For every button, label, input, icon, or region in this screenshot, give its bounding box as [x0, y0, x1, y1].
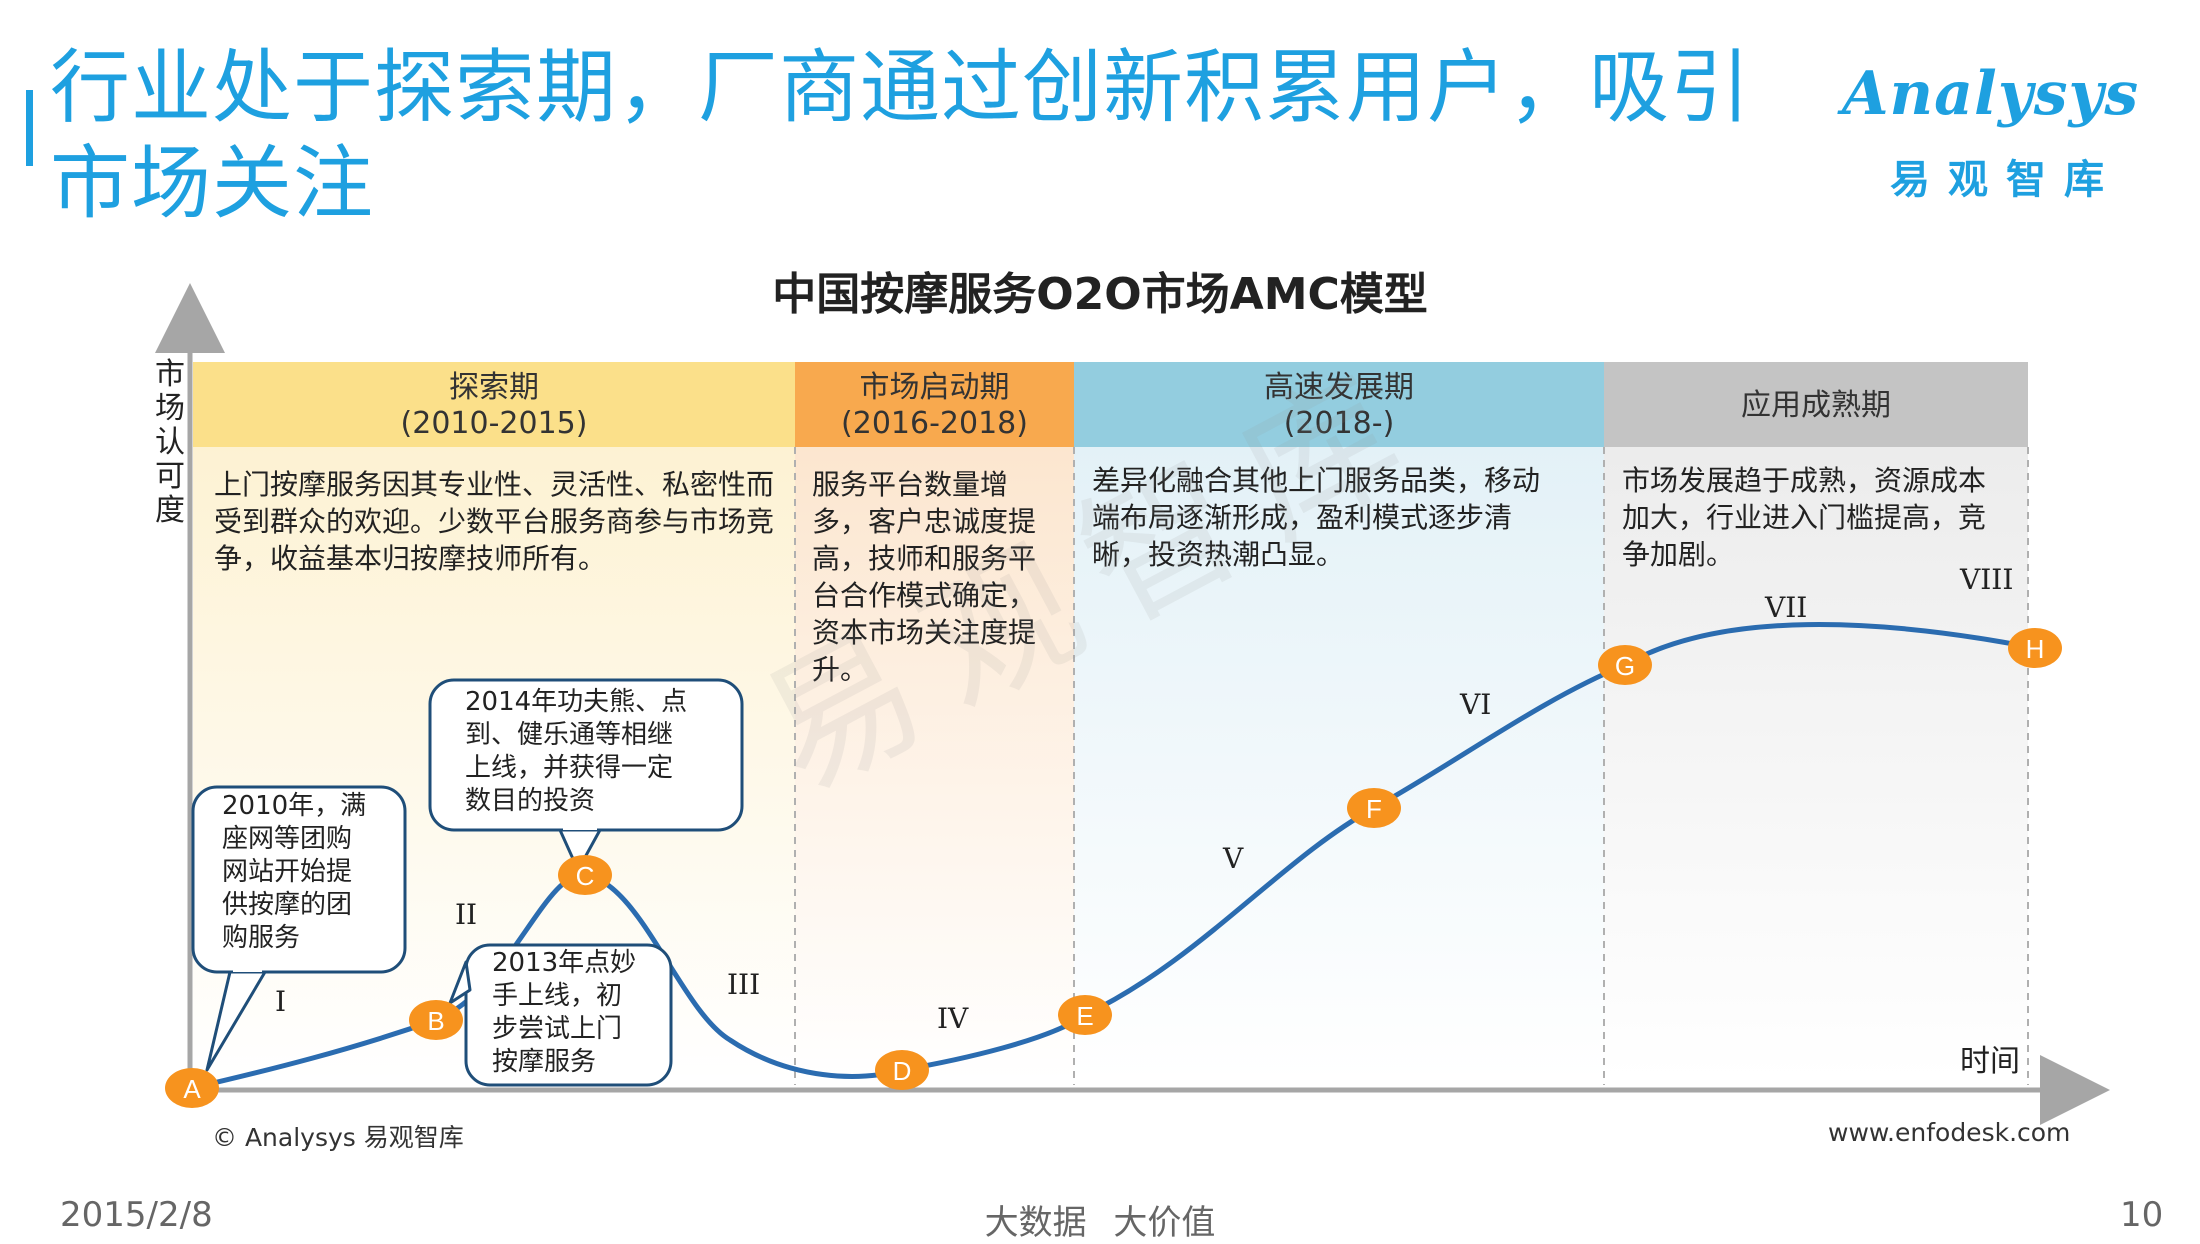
point-label: C [576, 861, 595, 891]
phase-name: 探索期 [449, 370, 539, 405]
website-link[interactable]: www.enfodesk.com [1828, 1118, 2071, 1147]
phase-label-mature: 应用成熟期 [1604, 388, 2028, 424]
phase-label-explore: 探索期 (2010-2015) [193, 370, 795, 442]
logo-chinese: 易观智库 [1890, 157, 2122, 203]
phase-bg-launch [795, 447, 1074, 1080]
x-axis-label: 时间 [1960, 1044, 2020, 1079]
point-label: H [2026, 634, 2045, 664]
point-label: D [893, 1056, 912, 1086]
diagram-title: 中国按摩服务O2O市场AMC模型 [772, 269, 1428, 320]
callout-box-2013 [464, 943, 673, 1087]
phase-bg-mature [1604, 447, 2028, 1080]
title-accent-bar [26, 90, 33, 166]
phase-label-launch: 市场启动期 (2016-2018) [795, 370, 1074, 442]
brand-logo: Analysys 易观智库 [1830, 55, 2160, 205]
point-label: F [1366, 794, 1382, 824]
point-marker [1347, 788, 1401, 828]
curve-point-a: A [165, 1068, 219, 1108]
segment-label: I [275, 985, 287, 1018]
curve-markers: A B C D E F G H [165, 628, 2062, 1108]
point-marker [165, 1068, 219, 1108]
curve-point-d: D [875, 1050, 929, 1090]
copyright: © Analysys 易观智库 [212, 1123, 464, 1152]
segment-label: V [1223, 842, 1244, 875]
segment-label: III [727, 968, 761, 1001]
point-marker [2008, 628, 2062, 668]
point-marker [409, 1000, 463, 1040]
point-label: B [427, 1006, 444, 1036]
phase-name: 高速发展期 [1264, 370, 1414, 405]
point-label: A [183, 1074, 201, 1104]
curve-point-g: G [1598, 645, 1652, 685]
phase-period: (2018-) [1283, 406, 1395, 441]
point-marker [1058, 995, 1112, 1035]
point-label: E [1076, 1001, 1093, 1031]
page-title: 行业处于探索期，厂商通过创新积累用户，吸引市场关注 [50, 41, 1751, 230]
callout-box-2010 [191, 785, 407, 974]
phase-name: 市场启动期 [859, 370, 1010, 405]
curve-point-h: H [2008, 628, 2062, 668]
segment-label: IV [937, 1002, 969, 1035]
phase-header-growth [1074, 362, 1604, 447]
footer-slogan: 大数据 大价值 [984, 1203, 1216, 1243]
callout-tail-2013 [448, 960, 472, 1005]
footer-date: 2015/2/8 [60, 1195, 213, 1235]
segment-label: II [455, 898, 478, 931]
phase-desc-mature: 市场发展趋于成熟，资源成本加大，行业进入门槛提高，竞争加剧。 [1622, 464, 1987, 571]
segment-label: VI [1460, 688, 1492, 721]
phase-header-explore [193, 362, 795, 447]
segment-label: VIII [1960, 563, 2014, 596]
callout-text-2013: 2013年点妙 手上线，初 步尝试上门 按摩服务 [492, 948, 637, 1077]
phase-desc-launch: 服务平台数量增多，客户忠诚度提高，技师和服务平台合作模式确定，资本市场关注度提升… [812, 468, 1037, 686]
phase-name: 应用成熟期 [1741, 388, 1891, 423]
phase-header-mature [1604, 362, 2028, 447]
phase-period: (2016-2018) [841, 406, 1028, 441]
phase-desc-explore: 上门按摩服务因其专业性、灵活性、私密性而受到群众的欢迎。少数平台服务商参与市场竞… [214, 468, 775, 575]
segment-label: VII [1765, 591, 1808, 624]
curve-point-e: E [1058, 995, 1112, 1035]
point-marker [558, 855, 612, 895]
callout-text-2010: 2010年，满 座网等团购 网站开始提 供按摩的团 购服务 [222, 791, 367, 953]
logo-english: Analysys [1842, 59, 2140, 129]
phase-header-launch [795, 362, 1074, 447]
phase-desc-growth: 差异化融合其他上门服务品类，移动端布局逐渐形成，盈利模式逐步清晰，投资热潮凸显。 [1092, 464, 1541, 571]
phase-period: (2010-2015) [400, 406, 588, 441]
point-label: G [1615, 651, 1635, 681]
phase-label-growth: 高速发展期 (2018-) [1074, 370, 1604, 442]
page-number: 10 [2120, 1195, 2164, 1235]
curve-point-c: C [558, 855, 612, 895]
point-marker [875, 1050, 929, 1090]
point-marker [1598, 645, 1652, 685]
curve-point-b: B [409, 1000, 463, 1040]
y-axis-label: 市场认可度 [155, 357, 185, 528]
phase-bg-growth [1074, 447, 1604, 1080]
callout-text-2014: 2014年功夫熊、点 到、健乐通等相继 上线，并获得一定 数目的投资 [465, 687, 688, 816]
curve-point-f: F [1347, 788, 1401, 828]
